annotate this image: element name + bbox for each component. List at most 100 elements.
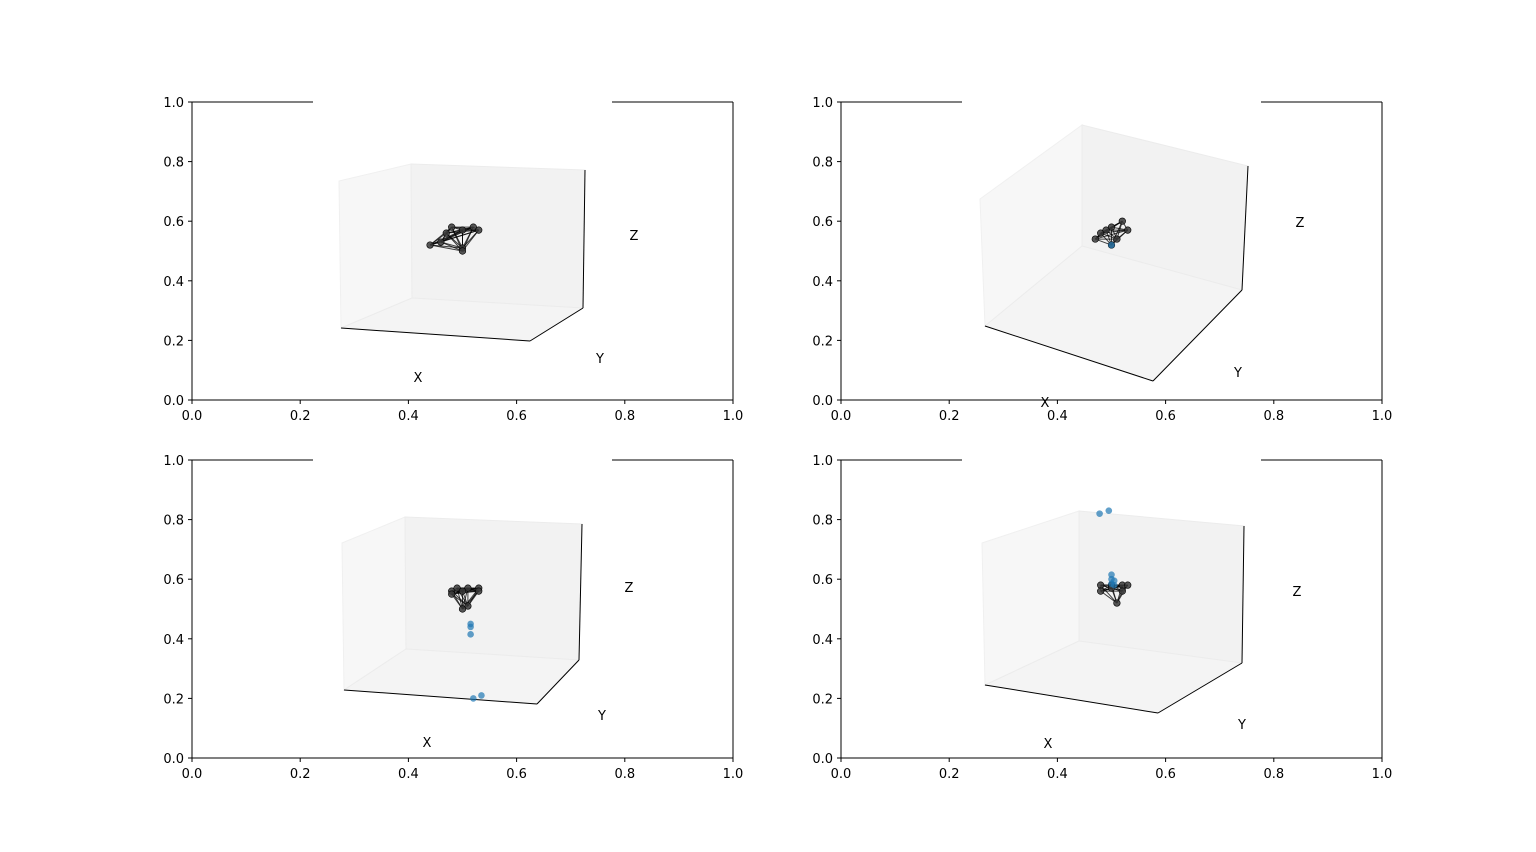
scatter-point <box>1110 581 1118 589</box>
z-axis-line <box>582 169 586 309</box>
x-tick-label: 0.4 <box>398 767 419 782</box>
x-tick-label: 1.0 <box>1372 767 1393 782</box>
y-tick-label: 1.0 <box>163 454 184 469</box>
y-tick-label: 0.6 <box>812 573 833 588</box>
skeleton-edge <box>440 241 463 252</box>
x-tick-label: 1.0 <box>723 409 744 424</box>
x-tick-label: 1.0 <box>723 767 744 782</box>
scatter-point <box>467 623 474 631</box>
y-tick-label: 0.6 <box>163 215 184 230</box>
subplot-2: 0.0 0.2 0.4 0.6 0.8 1.0 0.0 0.2 0.4 0.6 0.8 1.0 X Y Z <box>812 96 1392 424</box>
skeleton-point <box>1097 581 1105 589</box>
skeleton-point <box>1113 235 1121 243</box>
y-tick-label: 0.8 <box>163 514 184 529</box>
axis-label-x: X <box>423 736 432 751</box>
y-tick-label: 1.0 <box>812 454 833 469</box>
z-axis-line <box>578 523 583 661</box>
x-tick-label: 0.8 <box>1263 767 1284 782</box>
scatter-point <box>1096 510 1103 517</box>
skeleton-point <box>448 223 456 231</box>
x-tick-label: 0.2 <box>939 767 960 782</box>
skeleton-point <box>442 229 450 237</box>
skeleton-point <box>469 223 477 231</box>
x-tick-label: 0.8 <box>614 409 635 424</box>
x-tick-label: 0.4 <box>1047 767 1068 782</box>
axis-label-y: Y <box>1233 366 1242 381</box>
y-tick-label: 1.0 <box>812 96 833 111</box>
y-tick-label: 1.0 <box>163 96 184 111</box>
axis-label-x: X <box>414 371 423 386</box>
axis-label-y: Y <box>597 709 606 724</box>
skeleton-point <box>437 238 445 246</box>
skeleton-point <box>1118 217 1126 225</box>
y-tick-label: 0.0 <box>812 752 833 767</box>
y-tick-label: 0.2 <box>163 692 184 707</box>
skeleton-point <box>1091 235 1099 243</box>
x-tick-label: 1.0 <box>1372 409 1393 424</box>
y-axis-line <box>529 307 584 342</box>
pane-back <box>410 163 586 309</box>
x-tick-label: 0.8 <box>1263 409 1284 424</box>
x-tick-label: 0.4 <box>398 409 419 424</box>
x-tick-label: 0.6 <box>506 767 527 782</box>
skeleton-point <box>464 584 472 592</box>
skeleton-point <box>458 247 467 255</box>
skeleton-point <box>475 587 483 595</box>
skeleton-point <box>1124 226 1132 234</box>
skeleton-point <box>1124 581 1132 589</box>
skeleton-point <box>475 226 483 234</box>
skeleton-edge <box>429 244 463 252</box>
subplot-1: 0.0 0.2 0.4 0.6 0.8 1.0 0.0 0.2 0.4 0.6 0.8 1.0 X Y Z <box>163 96 743 424</box>
y-tick-label: 0.8 <box>812 156 833 171</box>
y-axis-line <box>1157 662 1243 714</box>
x-tick-label: 0.2 <box>290 409 311 424</box>
y-tick-label: 0.2 <box>812 334 833 349</box>
x-tick-label: 0.0 <box>182 409 203 424</box>
x-tick-label: 0.4 <box>1047 409 1068 424</box>
axis-label-z: Z <box>1296 216 1305 231</box>
skeleton-edge <box>1100 584 1118 604</box>
y-tick-label: 0.2 <box>812 692 833 707</box>
x-tick-label: 0.2 <box>290 767 311 782</box>
y-tick-label: 0.0 <box>163 394 184 409</box>
skeleton-point <box>1118 587 1126 595</box>
scatter-point <box>1105 507 1113 514</box>
scatter-point <box>467 631 474 638</box>
x-tick-label: 0.6 <box>506 409 527 424</box>
x-tick-label: 0.2 <box>939 409 960 424</box>
pane-back <box>404 516 583 661</box>
x-axis-line <box>984 325 1154 382</box>
skeleton-point <box>1097 587 1105 595</box>
y-tick-label: 0.6 <box>812 215 833 230</box>
skeleton-point <box>1102 226 1110 234</box>
x-axis-line <box>340 327 531 342</box>
axis-label-z: Z <box>1293 585 1302 600</box>
x-tick-label: 0.0 <box>831 767 852 782</box>
y-tick-label: 0.2 <box>163 334 184 349</box>
subplot-3: 0.0 0.2 0.4 0.6 0.8 1.0 0.0 0.2 0.4 0.6 0.8 1.0 X Y Z <box>163 454 743 782</box>
skeleton-point <box>458 226 467 234</box>
y-tick-label: 0.4 <box>163 275 184 290</box>
y-axis-line <box>536 659 580 705</box>
y-tick-label: 0.4 <box>163 633 184 648</box>
skeleton-point <box>1107 223 1116 231</box>
y-axis-line <box>1152 289 1243 382</box>
axis-label-x: X <box>1044 737 1053 752</box>
x-axis-line <box>343 689 538 705</box>
skeleton-point <box>453 584 461 592</box>
y-tick-label: 0.4 <box>812 275 833 290</box>
axis-label-y: Y <box>1237 718 1246 733</box>
scatter-point <box>470 695 477 702</box>
axis-label-z: Z <box>630 229 639 244</box>
x-axis-line <box>984 684 1159 714</box>
scatter-point <box>478 692 485 699</box>
skeleton-point <box>448 590 456 598</box>
skeleton-point <box>458 605 467 613</box>
skeleton-point <box>464 602 472 610</box>
x-tick-label: 0.0 <box>831 409 852 424</box>
y-tick-label: 0.8 <box>163 156 184 171</box>
y-tick-label: 0.8 <box>812 514 833 529</box>
x-tick-label: 0.0 <box>182 767 203 782</box>
skeleton-point <box>426 241 434 249</box>
